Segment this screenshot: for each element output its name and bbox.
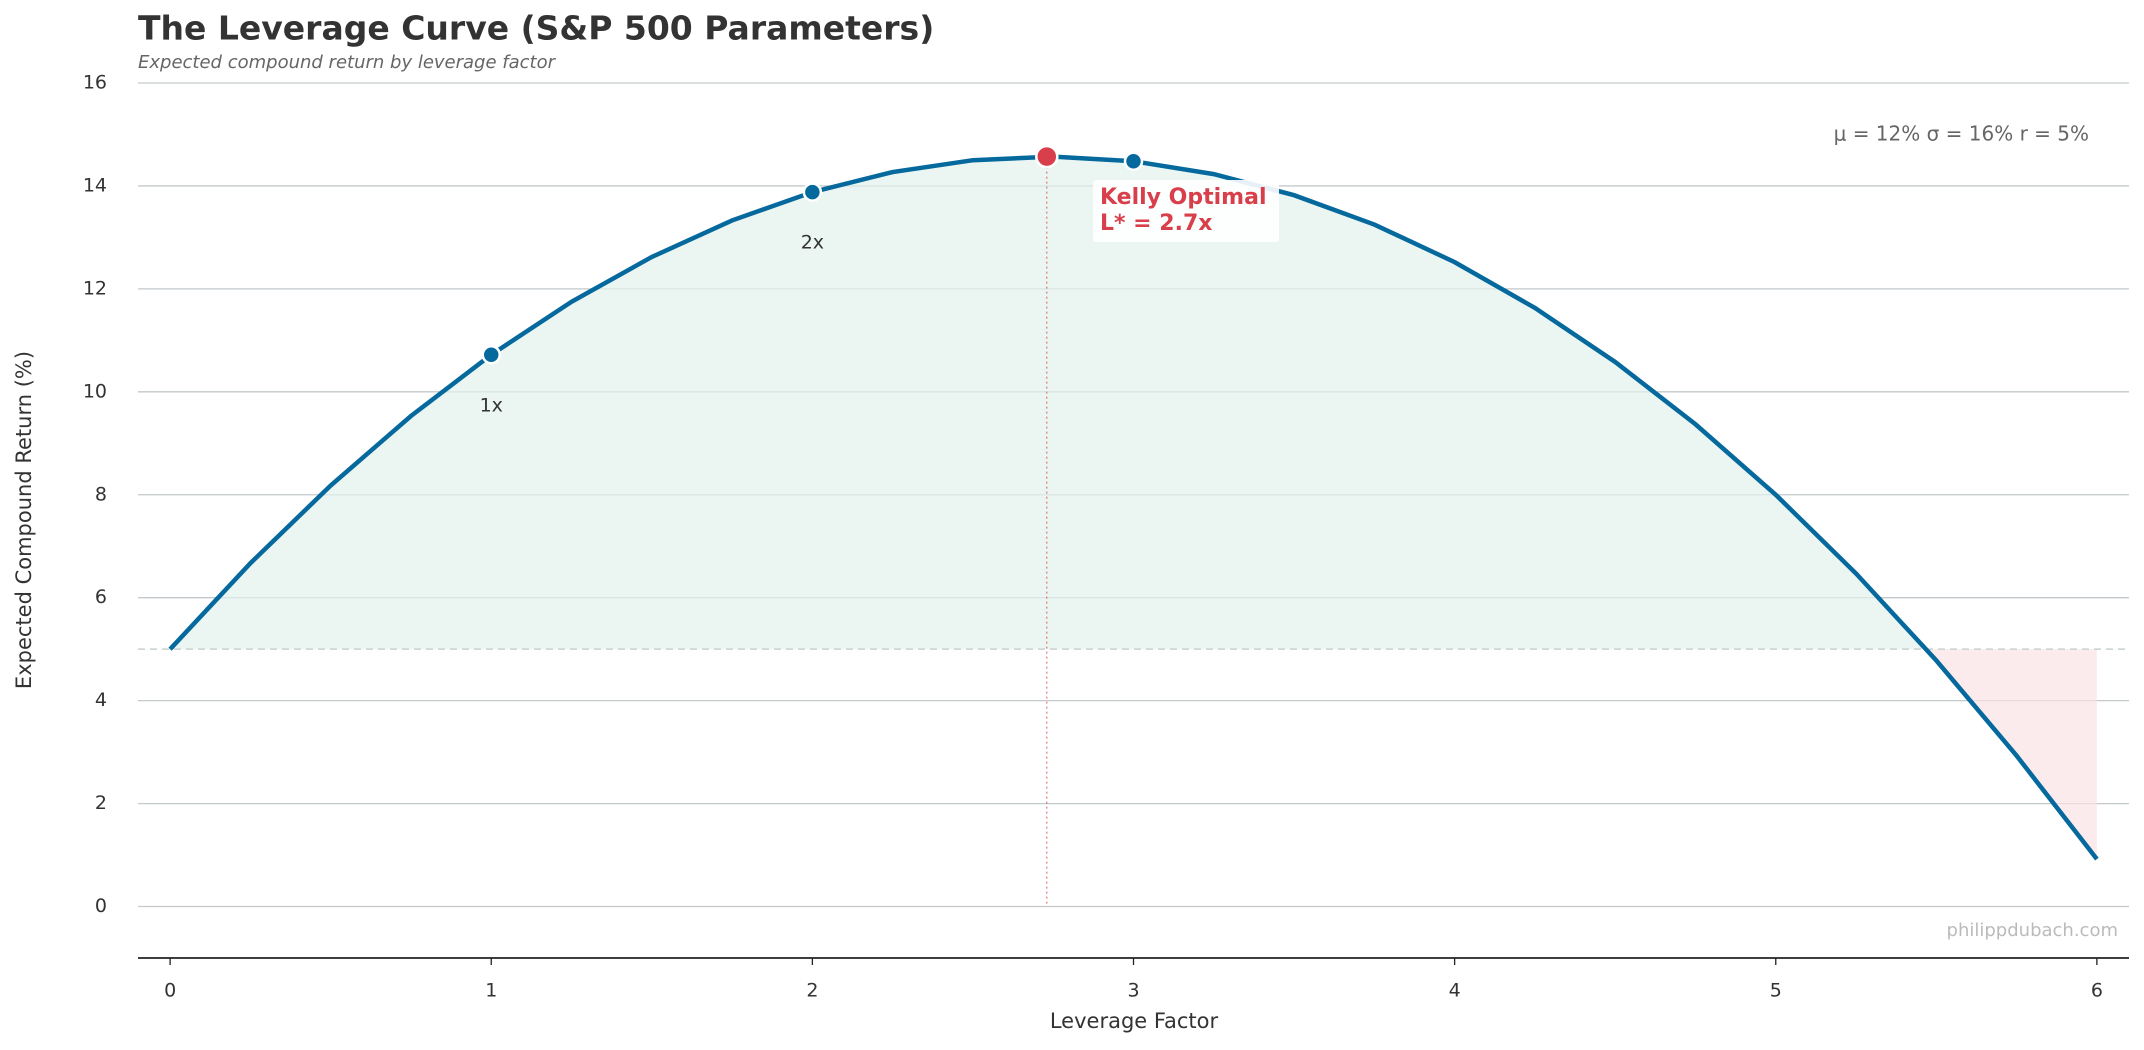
kelly-label: Kelly Optimal <box>1100 185 1266 210</box>
x-tick-label: 1 <box>485 980 497 1002</box>
y-tick-label: 0 <box>95 895 107 917</box>
x-tick-label: 4 <box>1449 980 1461 1002</box>
x-axis-label: Leverage Factor <box>1050 1009 1219 1033</box>
y-tick-label: 6 <box>95 586 107 608</box>
marker-label: 1x <box>480 394 503 416</box>
x-tick-label: 6 <box>2091 980 2103 1002</box>
x-tick-label: 0 <box>164 980 176 1002</box>
y-tick-label: 8 <box>95 483 107 505</box>
leverage-marker <box>802 182 823 202</box>
y-tick-label: 16 <box>83 72 107 94</box>
x-tick-label: 5 <box>1770 980 1782 1002</box>
parameters-note: μ = 12% σ = 16% r = 5% <box>1834 122 2089 146</box>
watermark: philippdubach.com <box>1947 920 2118 941</box>
kelly-marker <box>1035 144 1059 169</box>
gain-area <box>170 156 2097 650</box>
y-tick-label: 4 <box>95 689 107 711</box>
y-tick-label: 10 <box>83 380 107 402</box>
chart-title: The Leverage Curve (S&P 500 Parameters) <box>138 9 934 48</box>
y-axis-label: Expected Compound Return (%) <box>12 351 36 689</box>
y-tick-label: 12 <box>83 277 107 299</box>
annotation-box <box>1093 180 1279 242</box>
x-tick-label: 3 <box>1127 980 1139 1002</box>
y-tick-label: 2 <box>95 792 107 814</box>
loss-area <box>1925 649 2097 860</box>
chart-subtitle: Expected compound return by leverage fac… <box>138 52 557 73</box>
kelly-label: L* = 2.7x <box>1100 211 1212 236</box>
y-tick-label: 14 <box>83 174 107 196</box>
leverage-marker <box>1123 151 1144 171</box>
marker-label: 2x <box>801 232 824 254</box>
x-tick-label: 2 <box>806 980 818 1002</box>
leverage-marker <box>481 345 501 365</box>
